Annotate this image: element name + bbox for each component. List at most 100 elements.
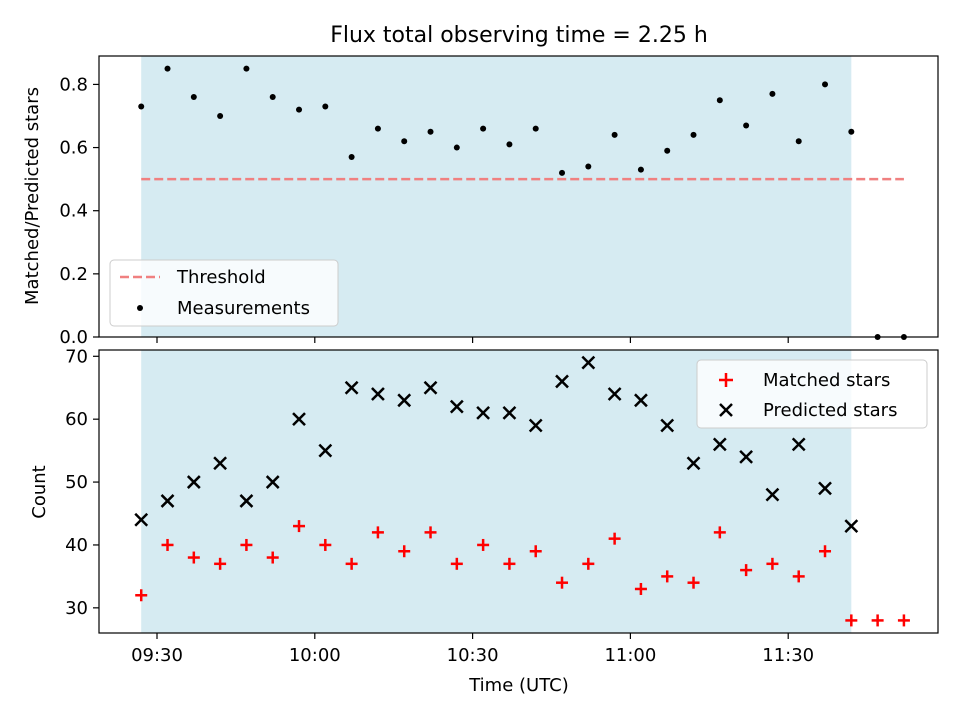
x-tick-label: 11:00	[604, 645, 656, 666]
bottom-marks	[134, 355, 910, 627]
bottom-legend: Matched stars Predicted stars	[696, 359, 928, 429]
measurements-point	[453, 144, 460, 151]
top-y-tick-label: 0.6	[59, 138, 88, 159]
measurements-point	[269, 94, 276, 101]
measurements-point	[217, 112, 224, 119]
bottom-y-tick-label: 60	[65, 409, 88, 430]
measurements-point	[769, 90, 776, 97]
bottom-legend-box	[696, 359, 928, 429]
top-y-tick-label: 0.4	[59, 201, 88, 222]
top-y-tick-label: 0.8	[59, 74, 88, 95]
top-y-tick-label: 0.2	[59, 264, 88, 285]
bottom-panel: 30 40 50 60 70 09:30 10:00 10:30 11:00 11:30 Cou…	[29, 346, 939, 696]
predicted-stars-point	[712, 437, 727, 452]
top-plot-frame	[98, 55, 939, 338]
top-legend-box	[109, 259, 339, 327]
top-marks	[138, 65, 907, 340]
matched-stars-point	[345, 557, 358, 570]
top-y-axis-label: Matched/Predicted stars	[22, 87, 43, 305]
measurements-point	[690, 131, 697, 138]
predicted-stars-point	[844, 519, 859, 533]
matched-stars-point	[135, 589, 148, 602]
measurements-point	[585, 163, 592, 170]
matched-stars-point	[529, 545, 542, 558]
predicted-stars-point	[371, 387, 385, 401]
measurements-point	[637, 166, 644, 173]
matched-stars-point	[240, 538, 253, 551]
measurements-point	[138, 103, 145, 110]
measurements-point	[795, 138, 802, 145]
matched-stars-point	[371, 526, 384, 539]
matched-stars-point	[687, 576, 700, 589]
bottom-y-tick-label: 40	[65, 535, 88, 556]
predicted-stars-point	[607, 387, 622, 401]
matched-stars-point	[634, 582, 647, 595]
predicted-stars-point	[765, 487, 780, 502]
top-x-ticks	[156, 337, 789, 343]
measurements-point	[743, 122, 750, 129]
measurements-point	[401, 138, 408, 145]
top-y-tick-label: 0.0	[59, 327, 88, 348]
matched-stars-point	[871, 614, 884, 627]
predicted-stars-point	[449, 399, 464, 414]
predicted-stars-point	[528, 418, 543, 433]
x-tick-label: 10:00	[289, 645, 341, 666]
measurements-point	[611, 131, 618, 138]
predicted-stars-point	[134, 512, 149, 527]
measurements-point	[243, 65, 250, 72]
bottom-y-axis-label: Count	[29, 465, 50, 518]
predicted-stars-point	[581, 355, 596, 370]
matched-stars-point	[398, 545, 411, 558]
predicted-stars-point	[160, 494, 175, 508]
top-panel: 0.00.20.40.60.8 Matched/Predicted stars …	[22, 55, 939, 348]
matched-stars-legend-label: Matched stars	[763, 370, 890, 391]
measurements-legend-swatch	[137, 305, 143, 311]
matched-stars-point	[556, 576, 569, 589]
matched-stars-point	[319, 538, 332, 551]
matched-stars-point	[424, 526, 437, 539]
predicted-stars-point	[660, 418, 675, 433]
x-tick-label: 10:30	[447, 645, 499, 666]
x-tick-label: 09:30	[131, 645, 183, 666]
bottom-y-tick-label: 70	[65, 346, 88, 367]
measurements-point	[322, 103, 329, 110]
matched-stars-point	[477, 538, 490, 551]
matched-stars-point	[582, 557, 595, 570]
matched-stars-point	[819, 545, 832, 558]
predicted-stars-point	[423, 380, 438, 395]
matched-stars-point	[187, 551, 200, 564]
measurements-point	[164, 65, 171, 72]
matched-stars-point	[450, 557, 463, 570]
matched-stars-point	[713, 526, 726, 539]
predicted-stars-point	[634, 393, 648, 408]
matched-stars-point	[293, 520, 306, 533]
predicted-stars-point	[239, 494, 254, 508]
measurements-point	[532, 125, 539, 132]
bottom-y-axis: 30 40 50 60 70	[65, 346, 99, 619]
matched-stars-legend-swatch	[719, 373, 733, 387]
predicted-stars-point	[555, 374, 569, 389]
measurements-point	[848, 128, 855, 135]
bottom-plot-frame	[98, 349, 939, 634]
predicted-stars-point	[686, 456, 701, 471]
top-legend: Threshold Measurements	[109, 259, 339, 327]
matched-stars-point	[792, 570, 805, 583]
chart-title: Flux total observing time = 2.25 h	[330, 23, 708, 48]
predicted-stars-point	[292, 412, 306, 427]
top-y-axis: 0.0 0.2 0.4 0.6 0.8	[59, 74, 99, 348]
predicted-stars-point	[318, 443, 333, 458]
predicted-stars-legend-swatch	[719, 403, 733, 417]
matched-stars-point	[766, 557, 779, 570]
x-tick-label: 11:30	[762, 645, 814, 666]
bottom-x-axis: 09:30 10:00 10:30 11:00 11:30	[131, 633, 814, 666]
measurements-point	[348, 154, 355, 161]
measurements-point	[427, 128, 434, 135]
x-axis-label: Time (UTC)	[468, 675, 569, 696]
measurements-legend-label: Measurements	[177, 298, 310, 319]
bottom-y-tick-label: 50	[65, 472, 88, 493]
matched-stars-point	[503, 557, 516, 570]
predicted-stars-point	[476, 406, 491, 420]
predicted-stars-point	[186, 475, 201, 489]
measurements-point	[664, 147, 671, 154]
